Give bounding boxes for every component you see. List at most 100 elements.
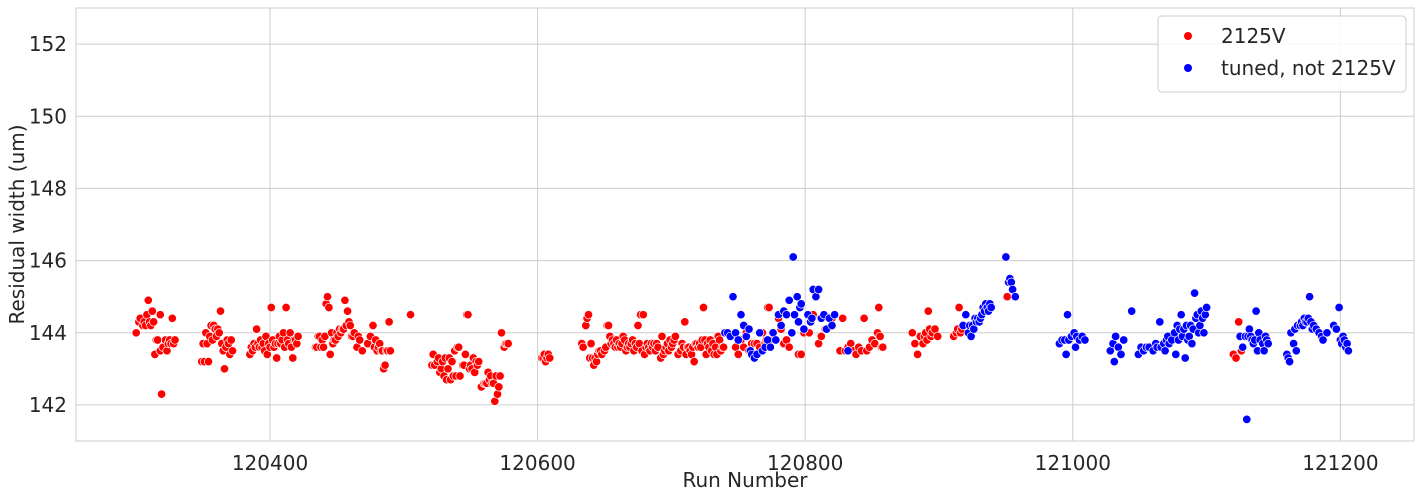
legend-marker-2125v — [1184, 32, 1192, 40]
point-2125v — [878, 342, 888, 352]
point-2125v — [796, 349, 806, 359]
point-2125v — [155, 310, 165, 320]
point-2125v — [157, 389, 167, 399]
point-tuned — [792, 292, 802, 302]
point-2125v — [503, 339, 513, 349]
point-2125v — [167, 313, 177, 323]
point-2125v — [698, 302, 709, 313]
point-2125v — [153, 335, 163, 345]
point-2125v — [954, 302, 964, 313]
point-2125v — [285, 328, 295, 338]
point-2125v — [226, 335, 236, 345]
point-tuned — [1171, 349, 1181, 359]
point-tuned — [961, 310, 971, 320]
point-2125v — [545, 353, 555, 363]
point-2125v — [913, 349, 923, 359]
point-2125v — [318, 342, 329, 352]
point-2125v — [495, 371, 505, 381]
point-2125v — [1234, 317, 1244, 327]
point-2125v — [1231, 353, 1241, 363]
point-tuned — [1318, 335, 1328, 345]
point-tuned — [793, 317, 804, 327]
point-2125v — [494, 382, 504, 392]
data-points — [131, 252, 1353, 424]
point-2125v — [143, 295, 153, 305]
point-tuned — [1070, 342, 1081, 352]
point-tuned — [1111, 331, 1121, 341]
point-tuned — [1285, 357, 1295, 367]
x-tick-label: 121000 — [1035, 451, 1111, 475]
point-tuned — [776, 320, 786, 331]
point-2125v — [875, 331, 885, 341]
point-tuned — [765, 342, 775, 352]
point-2125v — [147, 306, 157, 316]
x-tick-label: 120600 — [499, 451, 575, 475]
point-2125v — [131, 328, 141, 338]
point-2125v — [293, 331, 303, 341]
point-tuned — [771, 335, 781, 345]
point-tuned — [1062, 310, 1073, 320]
point-2125v — [638, 310, 648, 320]
point-tuned — [1001, 252, 1011, 262]
point-tuned — [1061, 349, 1071, 359]
y-axis-title: Residual width (um) — [5, 124, 29, 324]
point-tuned — [1119, 335, 1129, 345]
y-tick-label: 142 — [29, 393, 67, 417]
point-2125v — [215, 306, 226, 316]
point-tuned — [827, 320, 837, 331]
x-tick-label: 120400 — [232, 451, 308, 475]
point-tuned — [986, 302, 996, 313]
point-2125v — [933, 331, 943, 341]
point-tuned — [1331, 324, 1341, 334]
point-tuned — [1202, 302, 1212, 313]
point-tuned — [1322, 328, 1332, 338]
point-2125v — [252, 324, 262, 334]
point-2125v — [266, 302, 276, 313]
point-tuned — [1334, 302, 1344, 313]
point-2125v — [874, 302, 884, 313]
point-tuned — [1010, 292, 1020, 302]
point-2125v — [733, 349, 743, 359]
point-tuned — [1190, 288, 1200, 298]
y-tick-label: 152 — [29, 32, 67, 56]
point-tuned — [1155, 317, 1165, 327]
point-2125v — [288, 353, 298, 363]
legend-label-tuned: tuned, not 2125V — [1221, 56, 1396, 80]
point-tuned — [781, 310, 792, 320]
point-2125v — [583, 310, 594, 320]
point-2125v — [214, 328, 224, 338]
legend-box — [1157, 15, 1407, 93]
point-2125v — [385, 346, 395, 356]
point-2125v — [170, 335, 180, 345]
x-tick-labels: 120400 120600 120800 121000 121200 — [232, 451, 1379, 475]
legend: 2125V tuned, not 2125V — [1157, 15, 1407, 93]
point-2125v — [923, 306, 933, 316]
point-tuned — [1160, 346, 1170, 356]
point-2125v — [670, 331, 680, 341]
point-tuned — [736, 310, 746, 320]
point-2125v — [324, 302, 334, 313]
point-tuned — [1238, 342, 1248, 352]
x-tick-label: 121200 — [1302, 451, 1378, 475]
point-tuned — [1127, 306, 1137, 316]
point-2125v — [463, 310, 473, 320]
point-2125v — [657, 331, 667, 341]
legend-marker-tuned — [1184, 64, 1192, 72]
point-2125v — [496, 328, 507, 338]
y-tick-labels: 142 144 146 148 150 152 — [29, 32, 67, 417]
y-tick-label: 146 — [29, 249, 67, 273]
point-2125v — [343, 306, 353, 316]
point-tuned — [1242, 414, 1252, 424]
point-2125v — [764, 302, 774, 313]
point-2125v — [910, 339, 920, 349]
point-2125v — [455, 371, 465, 381]
plot-frame — [75, 7, 1415, 442]
point-2125v — [859, 313, 869, 323]
point-tuned — [1291, 346, 1301, 356]
point-tuned — [1244, 324, 1254, 334]
point-2125v — [633, 320, 643, 331]
point-tuned — [784, 295, 794, 305]
point-tuned — [788, 252, 798, 262]
point-2125v — [719, 342, 729, 352]
